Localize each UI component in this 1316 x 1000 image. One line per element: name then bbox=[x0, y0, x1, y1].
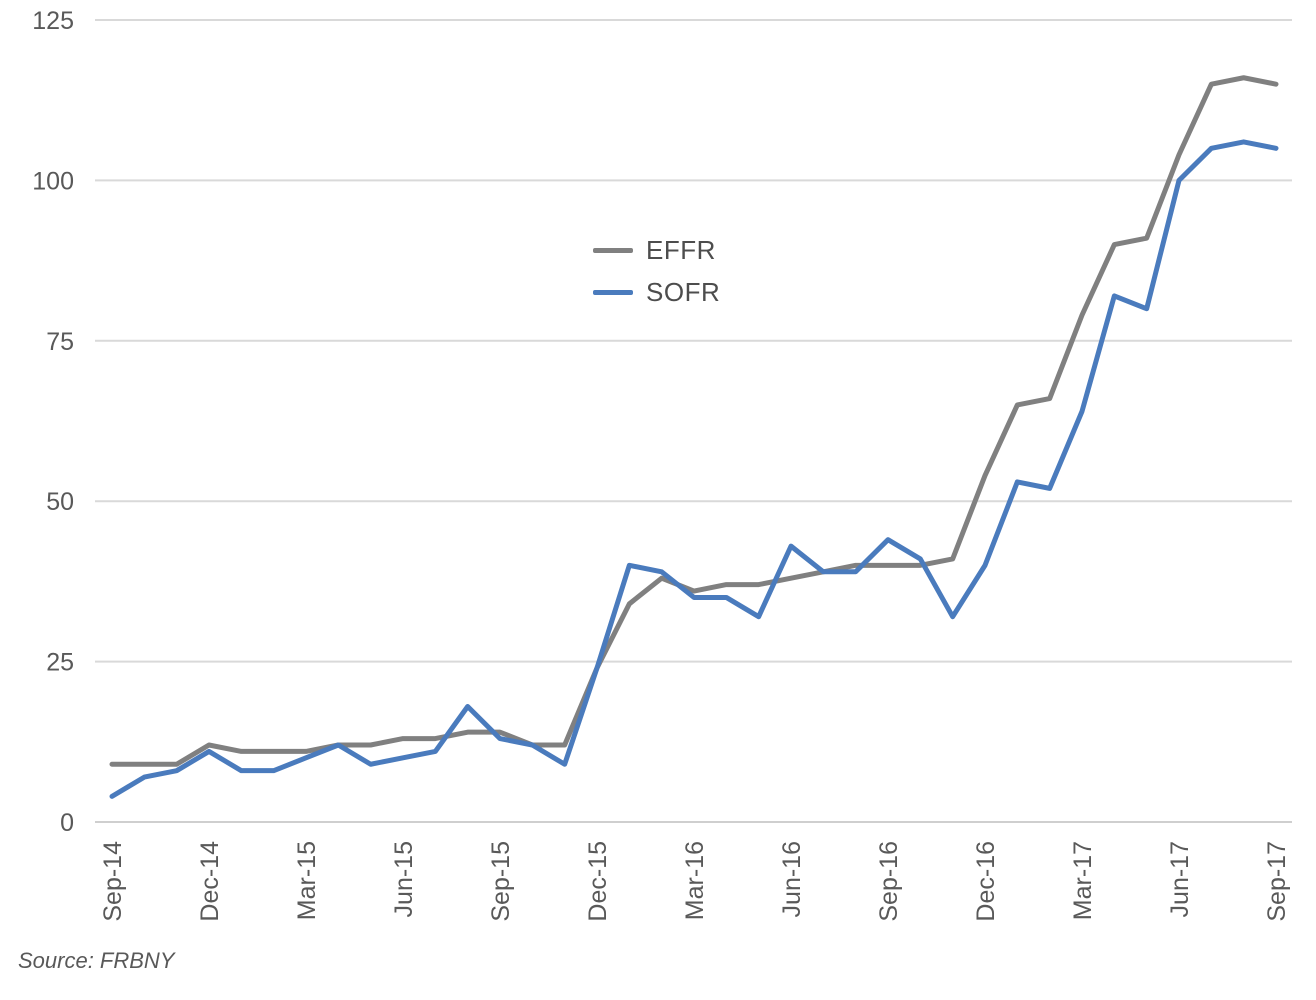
legend: EFFR SOFR bbox=[593, 229, 720, 313]
x-tick-label: Mar-16 bbox=[681, 841, 709, 920]
x-tick-label: Sep-15 bbox=[487, 841, 515, 922]
source-note: Source: FRBNY bbox=[18, 948, 175, 973]
effr-line bbox=[109, 75, 1279, 767]
x-tick-label: Sep-14 bbox=[99, 841, 127, 922]
y-tick-label: 100 bbox=[32, 167, 74, 195]
x-tick-label: Jun-17 bbox=[1166, 841, 1194, 917]
series-lines bbox=[109, 75, 1279, 799]
sofr-line-swatch bbox=[593, 289, 633, 295]
legend-item-sofr: SOFR bbox=[593, 271, 720, 313]
x-tick-label: Dec-15 bbox=[584, 841, 612, 922]
y-tick-label: 125 bbox=[32, 7, 74, 35]
legend-label-effr: EFFR bbox=[646, 234, 716, 265]
y-tick-label: 0 bbox=[60, 809, 74, 837]
sofr-line bbox=[109, 139, 1279, 799]
x-tick-label: Sep-16 bbox=[875, 841, 903, 922]
x-tick-label: Sep-17 bbox=[1263, 841, 1291, 922]
y-tick-label: 25 bbox=[46, 649, 74, 677]
gridlines bbox=[95, 19, 1292, 823]
legend-item-effr: EFFR bbox=[593, 229, 720, 271]
y-tick-label: 75 bbox=[46, 328, 74, 356]
legend-label-sofr: SOFR bbox=[646, 276, 721, 307]
x-tick-label: Mar-15 bbox=[293, 841, 321, 920]
y-axis-tick-labels: 0 25 50 75 100 125 bbox=[32, 7, 74, 837]
y-tick-label: 50 bbox=[46, 488, 74, 516]
x-axis-tick-labels: Sep-14 Dec-14 Mar-15 Jun-15 Sep-15 Dec-15 Mar-… bbox=[99, 841, 1291, 922]
x-tick-label: Dec-14 bbox=[196, 841, 224, 922]
x-tick-label: Jun-15 bbox=[390, 841, 418, 917]
x-tick-label: Dec-16 bbox=[972, 841, 1000, 922]
x-tick-label: Jun-16 bbox=[778, 841, 806, 917]
effr-line-swatch bbox=[593, 247, 633, 253]
x-tick-label: Mar-17 bbox=[1069, 841, 1097, 920]
